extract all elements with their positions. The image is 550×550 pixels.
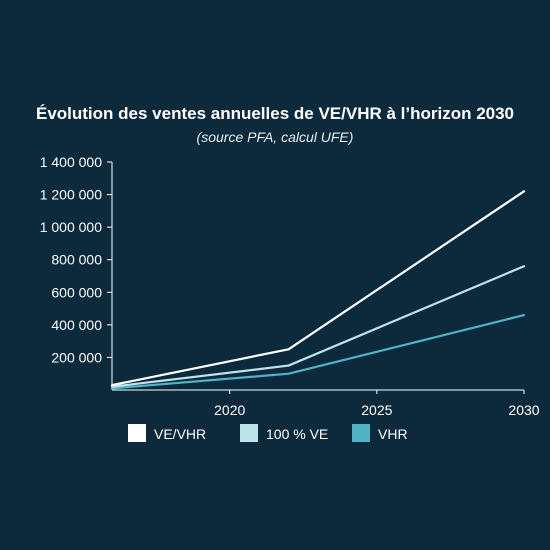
series-line-vhr: [110, 313, 526, 390]
series-line-100-ve: [110, 265, 526, 388]
y-tick-label: 400 000: [51, 317, 102, 333]
x-tick-label: 2025: [361, 402, 392, 418]
x-axis: 2020 2025 2030: [112, 389, 540, 418]
y-tick-label: 800 000: [51, 252, 102, 268]
chart-title: Évolution des ventes annuelles de VE/VHR…: [36, 104, 514, 123]
legend-label: VE/VHR: [154, 426, 206, 442]
legend-swatch: [128, 424, 146, 442]
legend-label: 100 % VE: [266, 426, 328, 442]
x-tick-label: 2020: [214, 402, 245, 418]
legend: VE/VHR 100 % VE VHR: [128, 424, 408, 442]
series-lines: [110, 190, 526, 390]
series-line-ve-vhr: [110, 190, 526, 387]
y-axis: 200 000 400 000 600 000 800 000 1 000 000 1 2…: [40, 154, 113, 390]
legend-swatch: [240, 424, 258, 442]
y-tick-label: 1 000 000: [40, 219, 102, 235]
legend-label: VHR: [378, 426, 408, 442]
chart-subtitle: (source PFA, calcul UFE): [197, 129, 354, 145]
y-tick-label: 1 200 000: [40, 187, 102, 203]
y-tick-label: 600 000: [51, 284, 102, 300]
legend-swatch: [352, 424, 370, 442]
y-tick-label: 1 400 000: [40, 154, 102, 170]
x-tick-label: 2030: [508, 402, 539, 418]
y-tick-label: 200 000: [51, 349, 102, 365]
